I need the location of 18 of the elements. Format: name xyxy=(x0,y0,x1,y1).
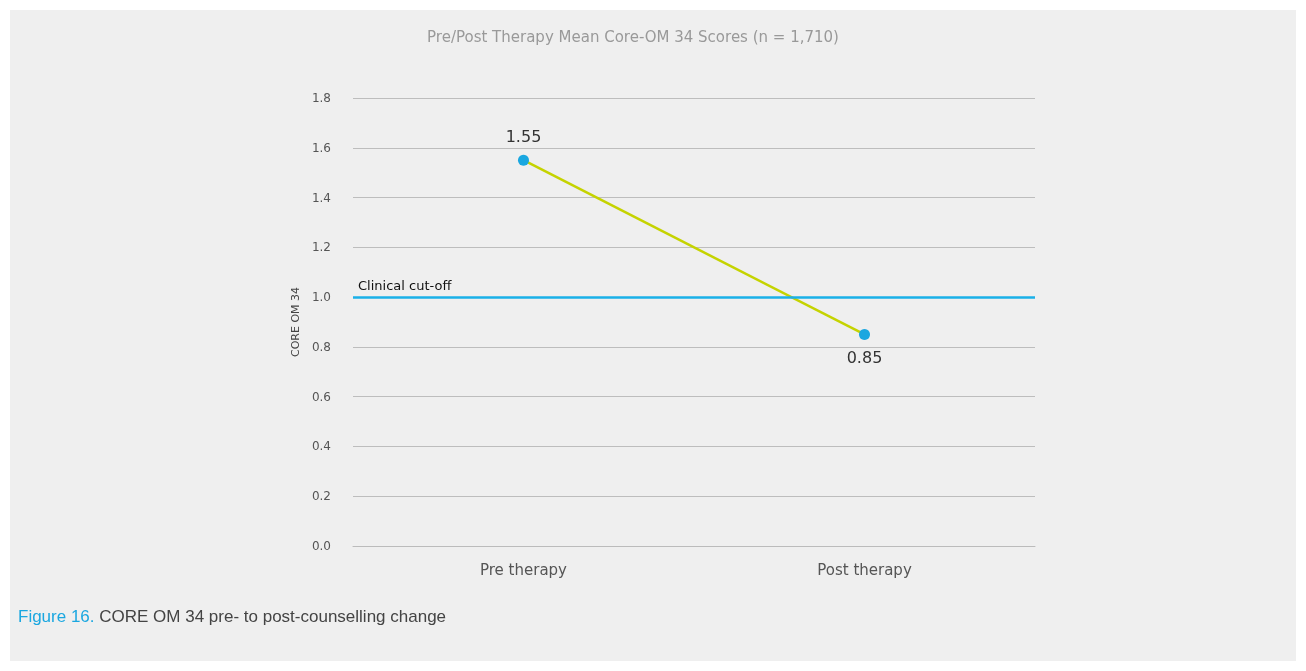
y-axis-title: CORE OM 34 xyxy=(289,286,303,358)
y-tick-label: 1.6 xyxy=(311,140,331,155)
y-tick-label: 1.2 xyxy=(311,240,331,255)
y-tick-label: 0.2 xyxy=(311,489,331,504)
caption: Figure 16. CORE OM 34 pre- to post-counselling change xyxy=(18,607,447,626)
y-tick-label: 1.8 xyxy=(311,91,331,105)
chart-title: Pre/Post Therapy Mean Core-OM 34 Scores (n = 1,710) xyxy=(427,27,839,46)
y-tick-label: 0.4 xyxy=(311,439,331,454)
y-tick-label: 0.6 xyxy=(311,389,331,404)
ref-line-label: Clinical cut-off xyxy=(358,278,453,294)
y-tick-label: 1.0 xyxy=(311,290,331,305)
data-label: 1.55 xyxy=(505,127,542,147)
data-label: 0.85 xyxy=(846,348,883,368)
y-tick-label: 0.8 xyxy=(311,339,331,354)
x-tick-label: Pre therapy xyxy=(480,560,568,579)
y-tick-label: 0.0 xyxy=(311,539,331,553)
y-tick-label: 1.4 xyxy=(311,190,331,205)
x-tick-label: Post therapy xyxy=(817,560,912,579)
